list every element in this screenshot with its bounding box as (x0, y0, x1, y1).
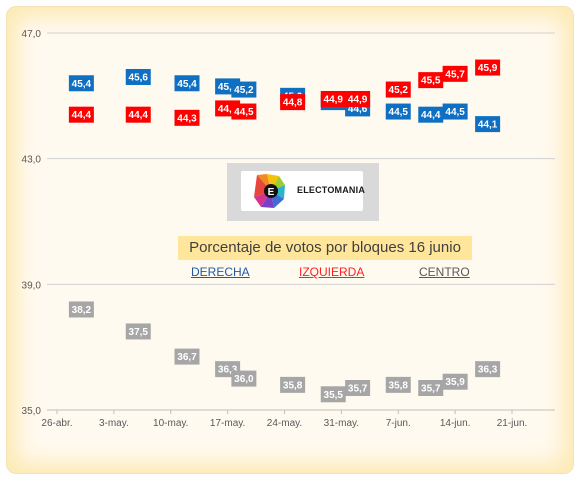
data-label: 36,3 (478, 365, 498, 376)
data-point-izquierda (345, 90, 371, 107)
data-label: 35,9 (445, 377, 465, 388)
x-tick-label: 3-may. (99, 418, 129, 429)
data-label: 44,3 (177, 113, 197, 124)
data-label: 44,4 (421, 110, 441, 121)
data-point-centro (442, 373, 468, 390)
x-tick-label: 26-abr. (41, 418, 72, 429)
data-point-centro (125, 323, 151, 340)
data-label: 45,4 (177, 79, 197, 90)
data-label: 44,4 (129, 110, 149, 121)
data-label: 37,5 (129, 327, 149, 338)
x-tick-label: 14-jun. (440, 418, 471, 429)
data-label: 44,1 (478, 120, 498, 131)
data-point-izquierda (385, 81, 411, 98)
data-label: 44,5 (445, 107, 465, 118)
data-label: 44,9 (348, 94, 368, 105)
data-point-derecha (125, 68, 151, 85)
data-label: 44,5 (389, 107, 409, 118)
data-label: 45,2 (389, 85, 409, 96)
y-tick-label: 47,0 (22, 29, 42, 40)
x-tick-label: 17-may. (210, 418, 245, 429)
data-label: 35,7 (421, 384, 441, 395)
data-label: 35,7 (348, 384, 368, 395)
data-point-derecha (442, 103, 468, 120)
data-point-derecha (385, 103, 411, 120)
chart-title: Porcentaje de votos por bloques 16 junio (178, 236, 472, 260)
data-label: 44,6 (218, 104, 238, 115)
data-label: 35,8 (283, 380, 303, 391)
data-label: 44,4 (72, 110, 92, 121)
data-point-derecha (231, 81, 257, 98)
x-tick-label: 7-jun. (386, 418, 411, 429)
data-point-derecha (475, 116, 501, 133)
legend-centro: CENTRO (419, 265, 470, 279)
svg-text:E: E (268, 187, 275, 198)
electomania-logo: E ELECTOMANIA (227, 163, 379, 221)
data-point-centro (68, 301, 94, 318)
data-point-centro (231, 370, 257, 387)
data-label: 44,8 (283, 98, 303, 109)
legend-derecha: DERECHA (191, 265, 250, 279)
data-label: 35,5 (324, 390, 344, 401)
data-point-izquierda (231, 103, 257, 120)
data-label: 38,2 (72, 305, 92, 316)
logo-text: ELECTOMANIA (297, 185, 366, 195)
data-point-izquierda (68, 106, 94, 123)
x-tick-label: 31-may. (324, 418, 359, 429)
x-tick-label: 24-may. (267, 418, 302, 429)
logo-mark-icon: E (254, 174, 285, 208)
data-point-centro (320, 386, 346, 403)
data-label: 35,8 (389, 380, 409, 391)
data-point-centro (280, 376, 306, 393)
data-label: 45,6 (129, 72, 149, 83)
x-tick-label: 10-may. (153, 418, 188, 429)
logo-panel: E ELECTOMANIA (241, 171, 366, 211)
data-label: 45,2 (234, 85, 254, 96)
data-point-derecha (418, 106, 444, 123)
data-point-centro (174, 348, 200, 365)
data-label: 44,6 (348, 104, 368, 115)
data-label: 45,4 (72, 79, 92, 90)
data-label: 44,9 (324, 94, 344, 105)
data-point-derecha (174, 75, 200, 92)
data-point-derecha (68, 75, 94, 92)
data-point-izquierda (125, 106, 151, 123)
data-label: 45,3 (218, 82, 238, 93)
data-label: 45,5 (421, 76, 441, 87)
data-label: 45,7 (445, 69, 465, 80)
data-point-centro (418, 380, 444, 397)
data-label: 36,0 (234, 374, 254, 385)
data-point-izquierda (418, 72, 444, 89)
legend-izquierda: IZQUIERDA (299, 265, 365, 279)
data-point-izquierda (475, 59, 501, 76)
data-point-izquierda (320, 90, 346, 107)
data-point-izquierda (174, 109, 200, 126)
data-label: 44,5 (234, 107, 254, 118)
y-tick-label: 43,0 (22, 155, 42, 166)
x-tick-label: 21-jun. (497, 418, 528, 429)
y-tick-label: 35,0 (22, 406, 42, 417)
data-point-centro (345, 380, 371, 397)
data-point-izquierda (280, 94, 306, 111)
data-label: 36,3 (218, 365, 238, 376)
data-label: 36,7 (177, 352, 197, 363)
data-point-centro (385, 376, 411, 393)
y-tick-label: 39,0 (22, 280, 42, 291)
data-label: 45,9 (478, 63, 498, 74)
data-point-centro (475, 361, 501, 378)
data-point-izquierda (442, 65, 468, 82)
